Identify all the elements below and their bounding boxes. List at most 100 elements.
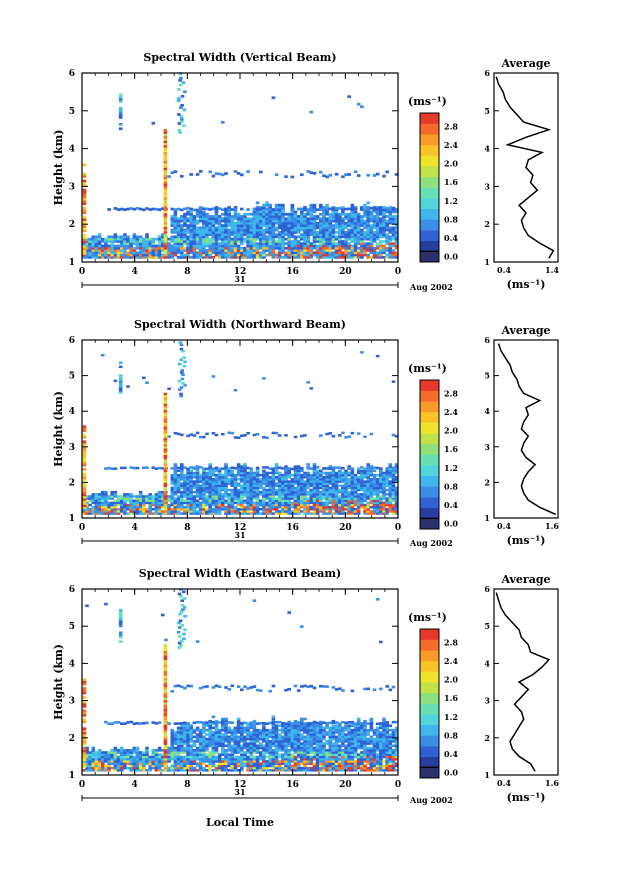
heatmap-cell <box>274 240 279 243</box>
heatmap-cell <box>306 510 310 513</box>
heatmap-cell <box>325 501 329 505</box>
profile-frame <box>493 72 559 263</box>
heatmap-cell <box>176 512 181 515</box>
heatmap-cell <box>293 215 298 218</box>
heatmap-cell <box>300 235 304 239</box>
heatmap-cell <box>192 246 197 250</box>
heatmap-cell <box>180 246 184 250</box>
heatmap-cell <box>290 490 295 494</box>
heatmap-cell <box>233 488 238 492</box>
heatmap-cell <box>208 510 212 513</box>
heatmap-cell <box>94 755 99 759</box>
heatmap-cell <box>183 755 187 759</box>
heatmap-cell <box>176 242 181 245</box>
heatmap-cell <box>227 228 231 232</box>
heatmap-cell <box>360 469 364 473</box>
heatmap-cell <box>227 256 231 259</box>
heatmap-cell <box>246 508 250 511</box>
heatmap-cell <box>104 249 108 252</box>
heatmap-cell <box>116 766 121 770</box>
heatmap-cell <box>303 215 307 218</box>
heatmap-cell <box>277 473 282 477</box>
heatmap-cell <box>211 480 216 483</box>
heatmap-cell <box>157 753 162 756</box>
heatmap-cell <box>107 753 111 756</box>
heatmap-cell <box>334 512 339 515</box>
heatmap-cell <box>240 484 244 487</box>
heatmap-cell <box>224 753 228 756</box>
heatmap-cell <box>287 482 291 485</box>
heatmap-cell <box>189 726 193 730</box>
heatmap-cell <box>148 760 152 763</box>
heatmap-cell <box>319 478 323 481</box>
heatmap-cell <box>296 244 301 248</box>
colorbar-swatch <box>420 208 439 220</box>
heatmap-cell <box>341 233 345 236</box>
heatmap-cell <box>394 210 399 214</box>
heatmap-cell <box>97 757 102 761</box>
heatmap-cell <box>163 411 168 415</box>
heatmap-cell <box>180 508 184 511</box>
heatmap-cell <box>227 240 231 243</box>
heatmap-cell <box>252 760 257 763</box>
heatmap-cell <box>350 215 355 218</box>
heatmap-cell <box>230 484 235 487</box>
profile-y-tick-label: 3 <box>484 442 490 452</box>
heatmap-cell <box>262 203 266 207</box>
heatmap-cell <box>202 735 206 739</box>
heatmap-cell <box>85 497 89 500</box>
heatmap-cell <box>154 755 159 759</box>
heatmap-cell <box>227 755 231 759</box>
colorbar-unit: (ms⁻¹) <box>408 362 447 375</box>
heatmap-cell <box>331 476 336 479</box>
heatmap-cell <box>249 246 254 250</box>
heatmap-cell <box>217 753 222 756</box>
heatmap-cell <box>353 219 358 223</box>
heatmap-cell <box>341 508 345 511</box>
heatmap-cell <box>230 757 235 761</box>
heatmap-cell <box>183 235 187 239</box>
heatmap-cell <box>252 228 257 232</box>
heatmap-cell <box>356 469 361 473</box>
heatmap-cell <box>347 497 351 500</box>
heatmap-cell <box>363 471 367 475</box>
y-tick-label: 6 <box>69 336 75 346</box>
heatmap-cell <box>372 497 377 500</box>
heatmap-cell <box>344 490 348 494</box>
heatmap-cell <box>198 226 203 230</box>
heatmap-cell <box>176 99 181 103</box>
heatmap-cell <box>224 473 228 477</box>
heatmap-cell <box>240 766 244 770</box>
heatmap-cell <box>161 493 165 496</box>
heatmap-cell <box>116 510 121 513</box>
heatmap-cell <box>284 473 288 477</box>
heatmap-cell <box>277 203 282 207</box>
heatmap-cell <box>347 244 351 248</box>
heatmap-cell <box>296 493 301 496</box>
heatmap-cell <box>281 237 285 241</box>
heatmap-cell <box>246 755 250 759</box>
heatmap-cell <box>82 188 87 192</box>
heatmap-cell <box>243 217 247 221</box>
heatmap-cell <box>189 488 193 492</box>
heatmap-cell <box>221 224 225 227</box>
heatmap-cell <box>145 235 149 239</box>
heatmap-cell <box>246 501 250 505</box>
heatmap-cell <box>303 240 307 243</box>
heatmap-cell <box>145 501 149 505</box>
heatmap-cell <box>319 212 323 216</box>
heatmap-cell <box>312 497 317 500</box>
heatmap-cell <box>224 251 228 255</box>
heatmap-cell <box>369 206 374 210</box>
heatmap-cell <box>170 228 175 232</box>
heatmap-cell <box>123 512 127 515</box>
heatmap-cell <box>293 249 298 252</box>
heatmap-cell <box>142 466 146 469</box>
heatmap-cell <box>356 488 361 492</box>
heatmap-cell <box>217 769 222 772</box>
heatmap-cell <box>341 251 345 255</box>
heatmap-cell <box>356 253 361 257</box>
heatmap-cell <box>350 219 355 223</box>
heatmap-cell <box>240 480 244 483</box>
heatmap-cell <box>252 508 257 511</box>
